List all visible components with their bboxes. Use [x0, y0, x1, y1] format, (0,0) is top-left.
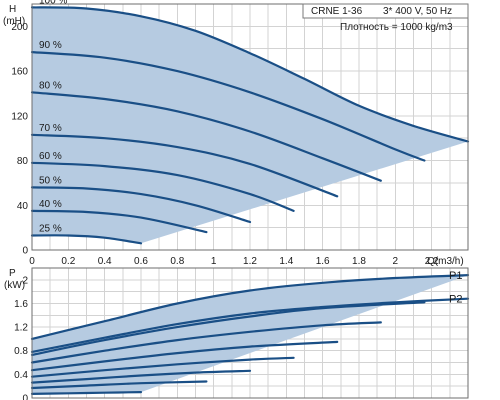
flow-x-tick: 2.2 — [425, 256, 439, 267]
head-curve-label: 70 % — [39, 123, 62, 134]
head-curve-70pct — [30, 133, 339, 198]
power-y-tick: 0.8 — [14, 346, 28, 357]
head-y-tick: 120 — [11, 111, 28, 122]
flow-x-tick: 0.8 — [170, 256, 184, 267]
power-y-tick-labels: 0 0.4 0.8 1.2 1.6 2 — [14, 275, 28, 400]
power-curves — [30, 274, 470, 395]
head-curve-label: 60 % — [39, 151, 62, 162]
head-y-tick: 0 — [22, 246, 28, 257]
power-curve-p2 — [30, 297, 470, 353]
info-box: CRNE 1-36 3* 400 V, 50 Hz Плотность = 10… — [302, 3, 469, 33]
head-curve-label: 40 % — [39, 199, 62, 210]
head-curve-label: 25 % — [39, 223, 62, 234]
head-operating-range — [32, 7, 468, 244]
power-speed-curve — [30, 340, 339, 372]
head-curve-label: 80 % — [39, 80, 62, 91]
power-curve-p1 — [30, 274, 470, 340]
head-curve-25pct — [30, 234, 143, 245]
flow-x-tick: 0.6 — [134, 256, 148, 267]
density-note: Плотность = 1000 kg/m3 — [340, 22, 453, 33]
power-speed-curve — [30, 380, 208, 390]
head-curve-100pct — [30, 6, 470, 143]
head-axis-unit: (mH) — [3, 16, 25, 27]
power-speed-curve — [30, 356, 295, 378]
head-curve-50pct — [30, 186, 252, 224]
power-axis-unit: (kW) — [4, 280, 25, 291]
flow-x-tick: 0 — [29, 256, 35, 267]
flow-x-tick: 1 — [211, 256, 217, 267]
head-chart-frame — [31, 3, 469, 251]
power-y-tick: 0.4 — [14, 370, 28, 381]
head-curve-label: 90 % — [39, 40, 62, 51]
head-curves — [30, 6, 470, 245]
head-curve-90pct — [30, 51, 426, 162]
power-speed-curve — [30, 321, 382, 364]
head-curve-60pct — [30, 161, 295, 212]
head-curve-label: 50 % — [39, 175, 62, 186]
head-curve-40pct — [30, 209, 208, 234]
flow-x-tick: 1.8 — [352, 256, 366, 267]
flow-x-tick: 1.6 — [316, 256, 330, 267]
power-speed-curve — [30, 369, 252, 384]
flow-x-tick: 0.2 — [61, 256, 75, 267]
head-y-tick: 200 — [11, 22, 28, 33]
power-flow-chart: 0 0.4 0.8 1.2 1.6 2 P1 P2 P (kW) — [4, 267, 470, 400]
power-series-label-p1: P1 — [449, 270, 462, 282]
flow-x-tick: 1.4 — [279, 256, 293, 267]
pump-model: CRNE 1-36 — [311, 6, 363, 17]
power-y-tick: 1.2 — [14, 323, 28, 334]
power-series-label-p2: P2 — [449, 294, 462, 306]
head-y-tick-labels: 0 40 80 120 160 200 — [11, 22, 28, 257]
flow-x-tick-labels: 0 0.2 0.4 0.6 0.8 1 1.2 1.4 1.6 1.8 2 2.2 — [29, 256, 439, 267]
flow-x-tick: 1.2 — [243, 256, 257, 267]
supply-spec: 3* 400 V, 50 Hz — [383, 6, 452, 17]
power-y-tick: 0 — [22, 394, 28, 400]
power-axis-symbol: P — [9, 268, 16, 279]
power-speed-curve — [30, 391, 143, 395]
flow-axis-label: Q(m3/h) — [427, 256, 464, 267]
power-series-labels: P1 P2 — [449, 270, 462, 306]
power-chart-frame — [31, 267, 469, 399]
head-curve-80pct — [30, 91, 382, 182]
power-y-tick: 1.6 — [14, 299, 28, 310]
head-axis-symbol: H — [9, 4, 16, 15]
flow-x-tick: 2 — [393, 256, 399, 267]
info-box-header — [302, 3, 469, 19]
head-curve-labels: 100 % 90 % 80 % 70 % 60 % 50 % 40 % 25 % — [39, 0, 67, 234]
power-speed-curve — [30, 301, 426, 356]
flow-x-tick: 0.4 — [98, 256, 112, 267]
head-y-tick: 40 — [17, 201, 29, 212]
head-curve-label: 100 % — [39, 0, 67, 6]
head-y-tick: 80 — [17, 156, 29, 167]
head-y-tick: 160 — [11, 67, 28, 78]
power-y-tick: 2 — [22, 275, 28, 286]
head-flow-chart: 100 % 90 % 80 % 70 % 60 % 50 % 40 % 25 % 0 40 80 1… — [3, 0, 470, 267]
